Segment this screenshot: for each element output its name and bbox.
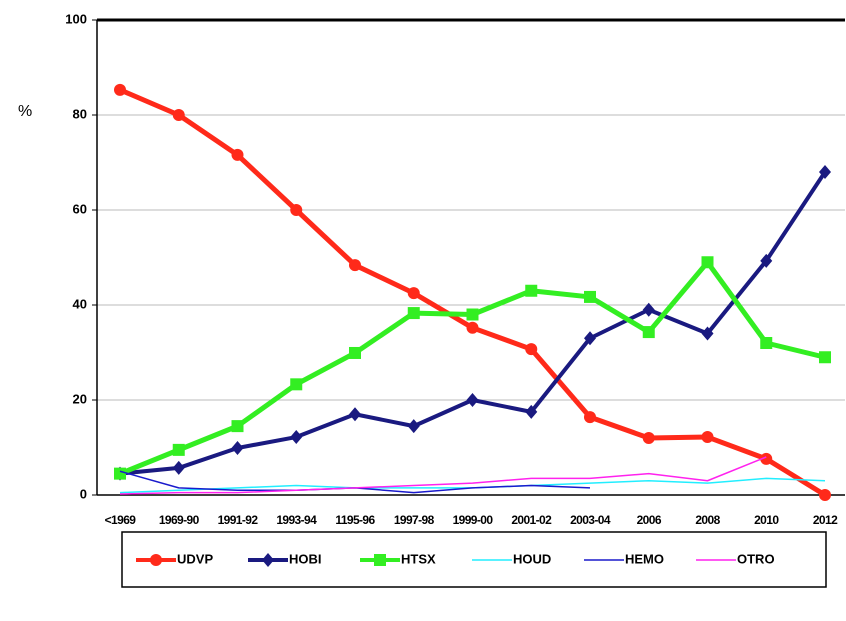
point-marker — [819, 165, 831, 179]
point-marker — [466, 308, 479, 321]
point-marker — [525, 343, 538, 356]
point-marker — [231, 440, 244, 455]
y-axis-label: % — [18, 103, 32, 120]
point-marker — [584, 331, 596, 346]
point-marker — [407, 307, 420, 320]
point-marker — [584, 290, 596, 303]
legend-label: HOUD — [513, 551, 551, 566]
point-marker — [525, 404, 538, 419]
legend-marker — [150, 554, 162, 566]
x-tick-label: 1195-96 — [335, 513, 375, 527]
point-marker — [642, 302, 655, 317]
point-marker — [466, 393, 479, 407]
point-marker — [819, 489, 831, 501]
y-tick-label: 100 — [65, 11, 87, 26]
point-marker — [584, 411, 596, 424]
point-marker — [466, 321, 479, 334]
point-marker — [701, 326, 714, 341]
legend-label: HEMO — [625, 551, 664, 566]
point-marker — [760, 253, 773, 268]
point-marker — [114, 467, 126, 480]
point-marker — [290, 430, 303, 445]
series-line — [119, 456, 767, 495]
y-tick-label: 40 — [73, 296, 87, 311]
point-marker — [525, 284, 538, 297]
point-marker — [231, 420, 244, 433]
point-marker — [407, 287, 420, 300]
point-marker — [349, 407, 361, 422]
point-marker — [231, 148, 244, 161]
point-marker — [760, 452, 773, 465]
x-tick-label: 2006 — [637, 513, 662, 527]
point-marker — [349, 259, 361, 272]
point-marker — [172, 443, 185, 456]
point-marker — [114, 83, 126, 96]
x-tick-label: 1997-98 — [394, 513, 435, 527]
y-tick-label: 60 — [73, 201, 87, 216]
x-tick-label: 1999-00 — [453, 513, 494, 527]
x-tick-label: <1969 — [105, 513, 137, 527]
point-marker — [701, 431, 714, 444]
x-tick-label: 1969-90 — [159, 513, 200, 527]
point-marker — [172, 460, 185, 475]
legend-marker — [262, 553, 274, 567]
y-tick-label: 80 — [73, 106, 87, 121]
point-marker — [642, 432, 655, 444]
y-tick-label: 0 — [80, 486, 87, 501]
x-tick-label: 2001-02 — [511, 513, 552, 527]
point-marker — [760, 337, 773, 349]
legend-label: UDVP — [177, 551, 213, 566]
legend-box — [121, 531, 827, 588]
x-tick-label: 1993-94 — [276, 513, 317, 527]
x-tick-label: 2010 — [754, 513, 779, 527]
x-tick-label: 2008 — [695, 513, 720, 527]
x-tick-label: 2003-04 — [570, 513, 611, 527]
x-tick-label: 2012 — [813, 513, 838, 527]
point-marker — [407, 419, 420, 434]
legend-label: HOBI — [289, 551, 322, 566]
point-marker — [642, 326, 655, 339]
point-marker — [819, 351, 831, 364]
point-marker — [290, 378, 303, 391]
point-marker — [349, 346, 361, 359]
series-line — [119, 87, 827, 498]
point-marker — [290, 204, 303, 216]
point-marker — [701, 256, 714, 269]
x-tick-label: 1991-92 — [218, 513, 259, 527]
legend-marker — [374, 554, 386, 566]
legend-label: HTSX — [401, 551, 436, 566]
point-marker — [172, 109, 185, 121]
y-tick-label: 20 — [73, 391, 87, 406]
legend-label: OTRO — [737, 551, 775, 566]
